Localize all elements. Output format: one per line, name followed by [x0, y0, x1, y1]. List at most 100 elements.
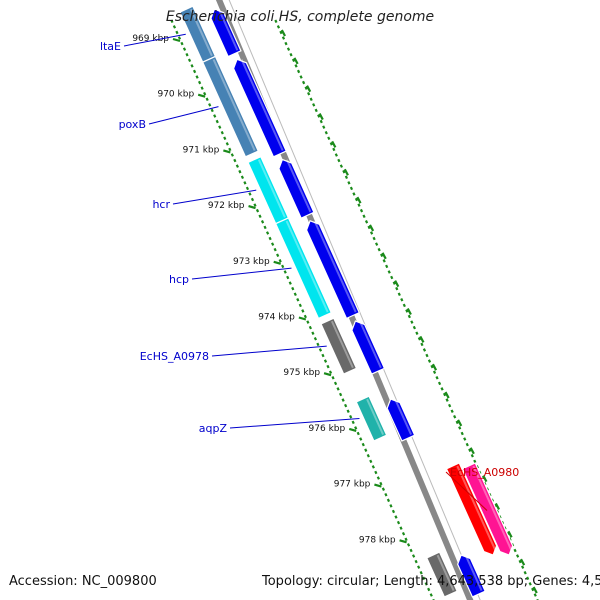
minor-tick	[533, 593, 537, 597]
minor-tick	[414, 559, 418, 564]
minor-tick	[407, 314, 411, 319]
minor-tick	[460, 431, 464, 436]
feature-forward-5-highlight	[394, 398, 413, 435]
minor-tick	[516, 554, 520, 558]
minor-tick	[342, 169, 346, 174]
minor-tick	[367, 225, 371, 230]
feature-forward-0-highlight	[217, 8, 239, 51]
minor-tick	[314, 108, 318, 113]
minor-tick	[384, 492, 388, 497]
leader-line-ltaE	[123, 33, 186, 47]
minor-tick	[424, 582, 428, 586]
minor-tick	[372, 236, 376, 241]
feature-forward-1	[232, 58, 288, 158]
gene-label-aqpZ: aqpZ	[199, 422, 228, 435]
minor-tick	[309, 97, 313, 102]
minor-tick	[271, 242, 275, 246]
feature-forward-2-highlight	[285, 159, 312, 213]
minor-tick	[374, 470, 378, 475]
minor-tick	[432, 370, 437, 374]
scale-major-tick	[273, 260, 282, 265]
feature-forward-4-highlight	[358, 320, 382, 369]
minor-tick	[255, 208, 260, 213]
minor-tick	[177, 36, 182, 40]
minor-tick	[518, 559, 522, 564]
minor-tick	[359, 208, 364, 213]
minor-tick	[339, 164, 343, 168]
minor-tick	[427, 359, 432, 363]
minor-tick	[385, 264, 389, 269]
minor-tick	[289, 52, 293, 57]
scale-major-tick	[399, 539, 407, 544]
minor-tick	[386, 498, 391, 503]
minor-tick	[349, 186, 354, 191]
minor-tick	[380, 253, 384, 258]
gene-label-EcHS_A0980: EcHS_A0980	[450, 466, 519, 479]
gene-aqpZ	[355, 395, 388, 442]
minor-tick	[361, 442, 365, 447]
feature-forward-8-highlight	[464, 554, 483, 591]
minor-tick	[375, 242, 379, 246]
minor-tick	[304, 86, 308, 90]
feature-forward-3-highlight	[313, 220, 357, 313]
minor-tick	[238, 169, 242, 174]
gene-label-ltaE: ltaE	[100, 40, 121, 53]
minor-tick	[526, 576, 530, 581]
leader-line-EcHS_A0980	[445, 471, 488, 511]
minor-tick	[356, 431, 360, 436]
gene-label-hcp: hcp	[169, 273, 189, 286]
minor-tick	[240, 175, 245, 180]
minor-tick	[344, 403, 348, 408]
minor-tick	[268, 236, 272, 241]
minor-tick	[187, 58, 192, 63]
leader-line-aqpZ	[229, 418, 360, 429]
minor-tick	[218, 125, 222, 129]
minor-tick	[337, 158, 341, 163]
major-tick	[419, 335, 425, 343]
minor-tick	[170, 19, 174, 24]
minor-tick	[369, 459, 373, 464]
minor-tick	[357, 203, 361, 207]
feature-forward-3-shape	[305, 220, 361, 320]
minor-tick	[377, 247, 381, 252]
minor-tick	[210, 108, 214, 113]
minor-tick	[399, 526, 403, 530]
minor-tick	[354, 197, 359, 202]
minor-tick	[260, 220, 265, 224]
minor-tick	[412, 325, 416, 330]
minor-tick	[419, 570, 423, 575]
minor-tick	[404, 537, 408, 542]
minor-tick	[392, 281, 396, 285]
minor-tick	[298, 303, 302, 308]
gene-EcHS_A0980-shape	[445, 462, 498, 556]
minor-tick	[450, 409, 454, 413]
scale-label: 978 kbp	[359, 535, 396, 545]
gene-poxB-highlight	[212, 59, 256, 151]
minor-tick	[302, 80, 306, 85]
minor-tick	[331, 376, 335, 380]
minor-tick	[402, 303, 406, 308]
leader-line-hcp	[191, 267, 292, 280]
scale-label: 969 kbp	[132, 34, 169, 44]
minor-tick	[410, 320, 414, 324]
minor-tick	[291, 58, 296, 63]
scale-major-tick	[172, 37, 181, 43]
minor-tick	[299, 75, 303, 79]
gene-poxB	[201, 55, 260, 158]
major-tick	[394, 280, 400, 288]
feature-forward-3	[305, 220, 361, 320]
minor-tick	[417, 565, 421, 569]
minor-tick	[286, 275, 290, 280]
minor-tick	[346, 409, 350, 413]
minor-tick	[306, 320, 310, 324]
minor-tick	[276, 25, 281, 29]
accession-text: Accession: NC_009800	[9, 574, 157, 589]
feature-forward-8-shape	[456, 554, 486, 598]
minor-tick	[381, 487, 385, 491]
minor-tick	[195, 75, 199, 79]
minor-tick	[263, 225, 267, 230]
minor-tick	[382, 259, 386, 263]
minor-tick	[333, 381, 338, 386]
gene-hcp-highlight	[285, 220, 329, 313]
